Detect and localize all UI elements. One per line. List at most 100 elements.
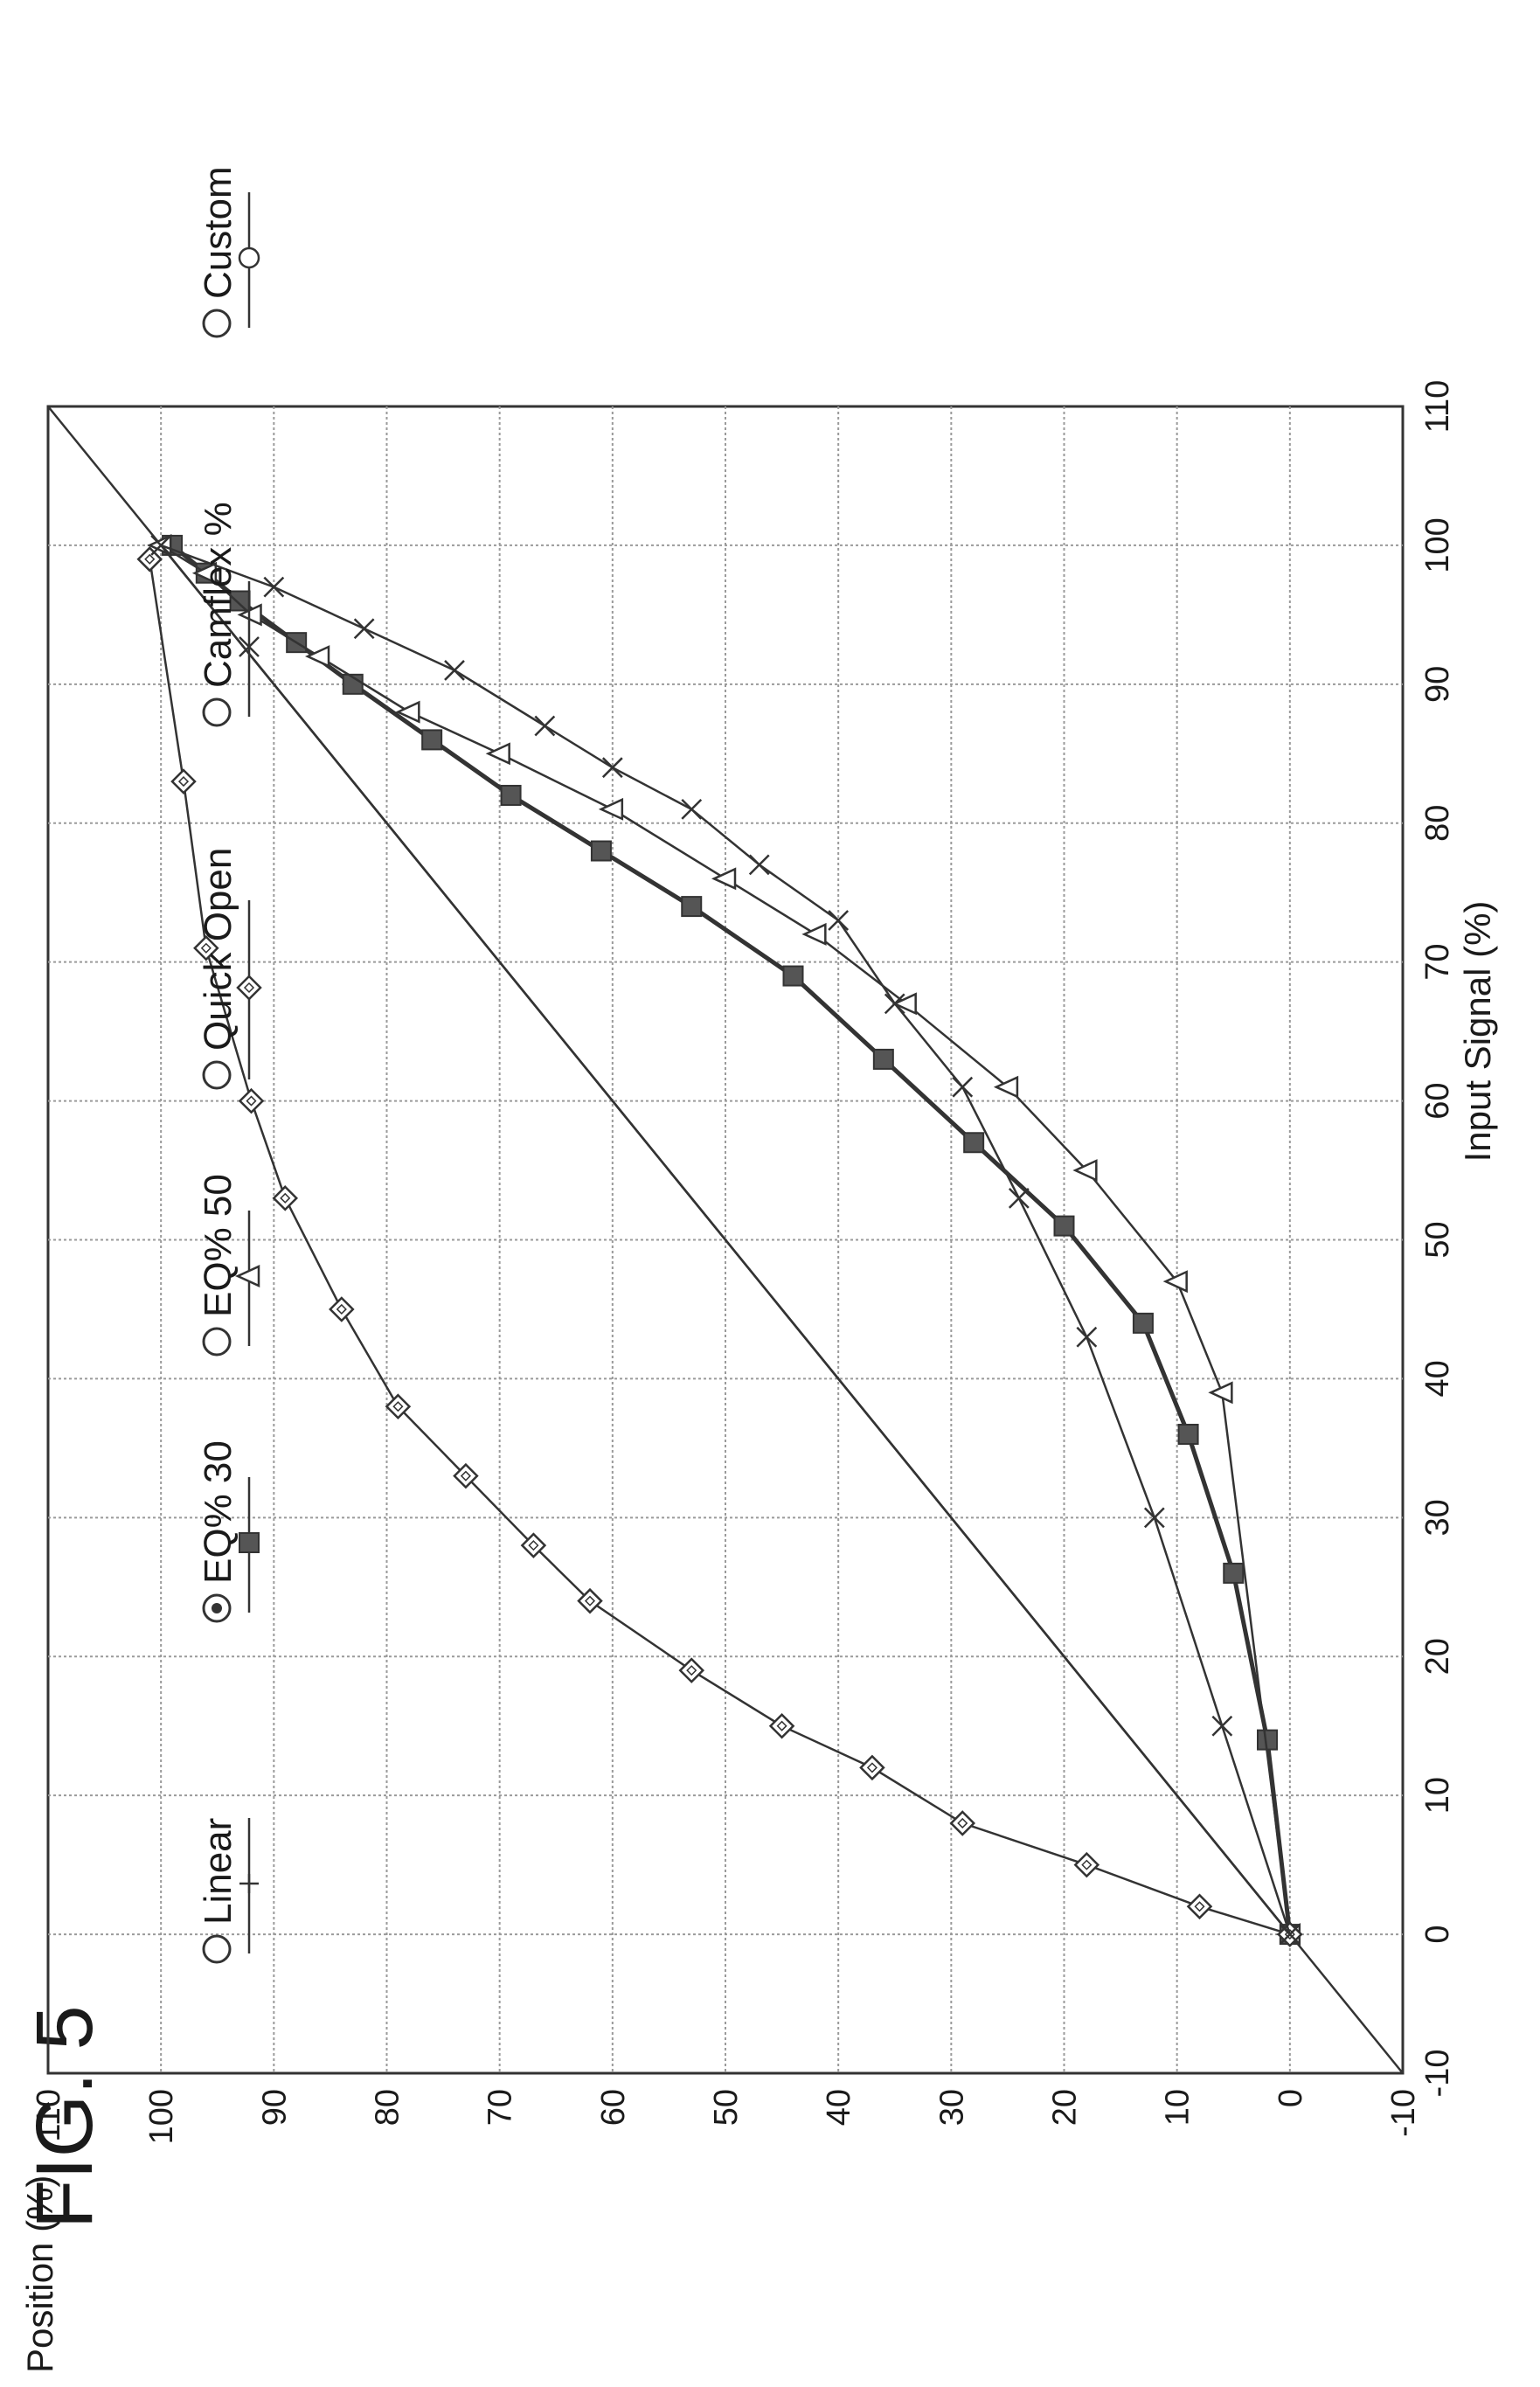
data-point [782, 965, 804, 987]
legend-radio [202, 1327, 232, 1357]
legend-item-quick[interactable]: Quick Open [197, 848, 262, 1090]
legend-label: Camflex % [197, 502, 239, 688]
y-tick-label: 70 [482, 2089, 519, 2126]
series-line [160, 544, 1291, 1935]
data-point [1143, 1507, 1165, 1529]
data-point [304, 645, 330, 668]
data-point [170, 768, 197, 795]
data-point [444, 660, 465, 681]
series-line [149, 559, 1291, 1936]
y-tick-label: 30 [933, 2089, 970, 2126]
data-point [577, 1587, 603, 1614]
data-point [421, 729, 443, 751]
data-point [678, 1657, 705, 1683]
data-point [748, 854, 770, 876]
legend-radio [202, 309, 232, 338]
figure-label: FIG. 5 [20, 2005, 109, 2229]
legend-marker [238, 246, 260, 269]
legend-label: EQ% 50 [197, 1174, 239, 1317]
plot-area: -10 0 10 20 30 40 50 60 70 80 90 100 110 -10 0 10 20 30 40… [31, 380, 1456, 2145]
data-point [681, 798, 703, 820]
data-point [1177, 1423, 1199, 1445]
data-point [1076, 1326, 1098, 1348]
data-point [1162, 1270, 1188, 1294]
data-point [136, 546, 163, 572]
data-point [238, 1087, 265, 1114]
legend-label: Custom [197, 166, 239, 299]
x-tick-label: 40 [1419, 1360, 1456, 1397]
data-point [872, 1048, 894, 1070]
data-point [329, 1296, 355, 1322]
data-point [395, 700, 420, 724]
data-point [453, 1462, 479, 1489]
data-point [385, 1393, 412, 1419]
data-point [859, 1754, 885, 1781]
legend-marker [239, 1874, 259, 1893]
data-point [193, 935, 219, 961]
series-camflex- [150, 535, 1301, 1945]
y-tick-label: 10 [1160, 2089, 1197, 2126]
legend-radio [202, 697, 232, 727]
data-point [520, 1532, 547, 1558]
data-point [191, 561, 218, 585]
x-tick-label: 50 [1419, 1221, 1456, 1258]
y-tick-label: 60 [595, 2089, 632, 2126]
series-custom [160, 545, 1291, 1935]
y-tick-label: 0 [1273, 2089, 1309, 2107]
legend-marker [239, 636, 260, 657]
x-tick-label: 20 [1419, 1638, 1456, 1675]
data-point [993, 1075, 1019, 1099]
data-point [949, 1810, 976, 1836]
data-point [601, 757, 623, 779]
data-point [801, 922, 827, 946]
legend-item-camflex[interactable]: Camflex % [197, 502, 260, 727]
data-point [353, 618, 375, 640]
data-point [768, 1712, 795, 1739]
legend-label: EQ% 30 [197, 1440, 239, 1584]
y-axis-title: Position (%) [19, 2175, 60, 2373]
legend-item-custom[interactable]: Custom [197, 166, 260, 338]
data-point [263, 576, 285, 598]
series-quick-open [136, 546, 1303, 1947]
legend-item-linear[interactable]: Linear [197, 1818, 259, 1964]
data-point [884, 993, 905, 1015]
legend-radio [202, 1934, 232, 1964]
legend-item-eq30[interactable]: EQ% 30 [197, 1440, 260, 1623]
data-point [681, 896, 703, 918]
x-tick-label: -10 [1419, 2050, 1456, 2098]
data-point [952, 1076, 974, 1098]
x-tick-label: 30 [1419, 1499, 1456, 1536]
data-point [711, 867, 737, 891]
data-point [237, 603, 262, 627]
x-tick-label: 70 [1419, 944, 1456, 981]
y-tick-label: 80 [370, 2089, 406, 2126]
data-point [1223, 1562, 1245, 1584]
legend-item-eq50[interactable]: EQ% 50 [197, 1174, 260, 1357]
x-tick-label: 10 [1419, 1777, 1456, 1814]
y-tick-label: 110 [31, 2089, 67, 2142]
legend-label: Quick Open [197, 848, 239, 1051]
data-point [1211, 1715, 1233, 1737]
legend-radio-dot [212, 1603, 222, 1613]
x-tick-label: 90 [1419, 666, 1456, 703]
legend-label: Linear [197, 1818, 239, 1925]
y-tick-label: 90 [256, 2089, 293, 2126]
y-tick-label: 100 [143, 2089, 180, 2144]
data-point [590, 840, 612, 862]
x-tick-label: 80 [1419, 805, 1456, 842]
data-point [1186, 1893, 1213, 1920]
legend-marker [239, 1532, 260, 1553]
series-line [160, 545, 1291, 1935]
data-point [963, 1132, 985, 1154]
data-point [1053, 1215, 1075, 1237]
data-point [891, 992, 917, 1016]
data-point [500, 784, 522, 806]
legend-radio [202, 1060, 232, 1090]
x-tick-label: 110 [1419, 380, 1456, 434]
data-point [1208, 1381, 1233, 1405]
y-tick-label: -10 [1385, 2089, 1422, 2137]
data-point [1072, 1159, 1098, 1182]
x-axis-title: Input Signal (%) [1457, 901, 1498, 1162]
legend-marker [234, 1265, 260, 1287]
